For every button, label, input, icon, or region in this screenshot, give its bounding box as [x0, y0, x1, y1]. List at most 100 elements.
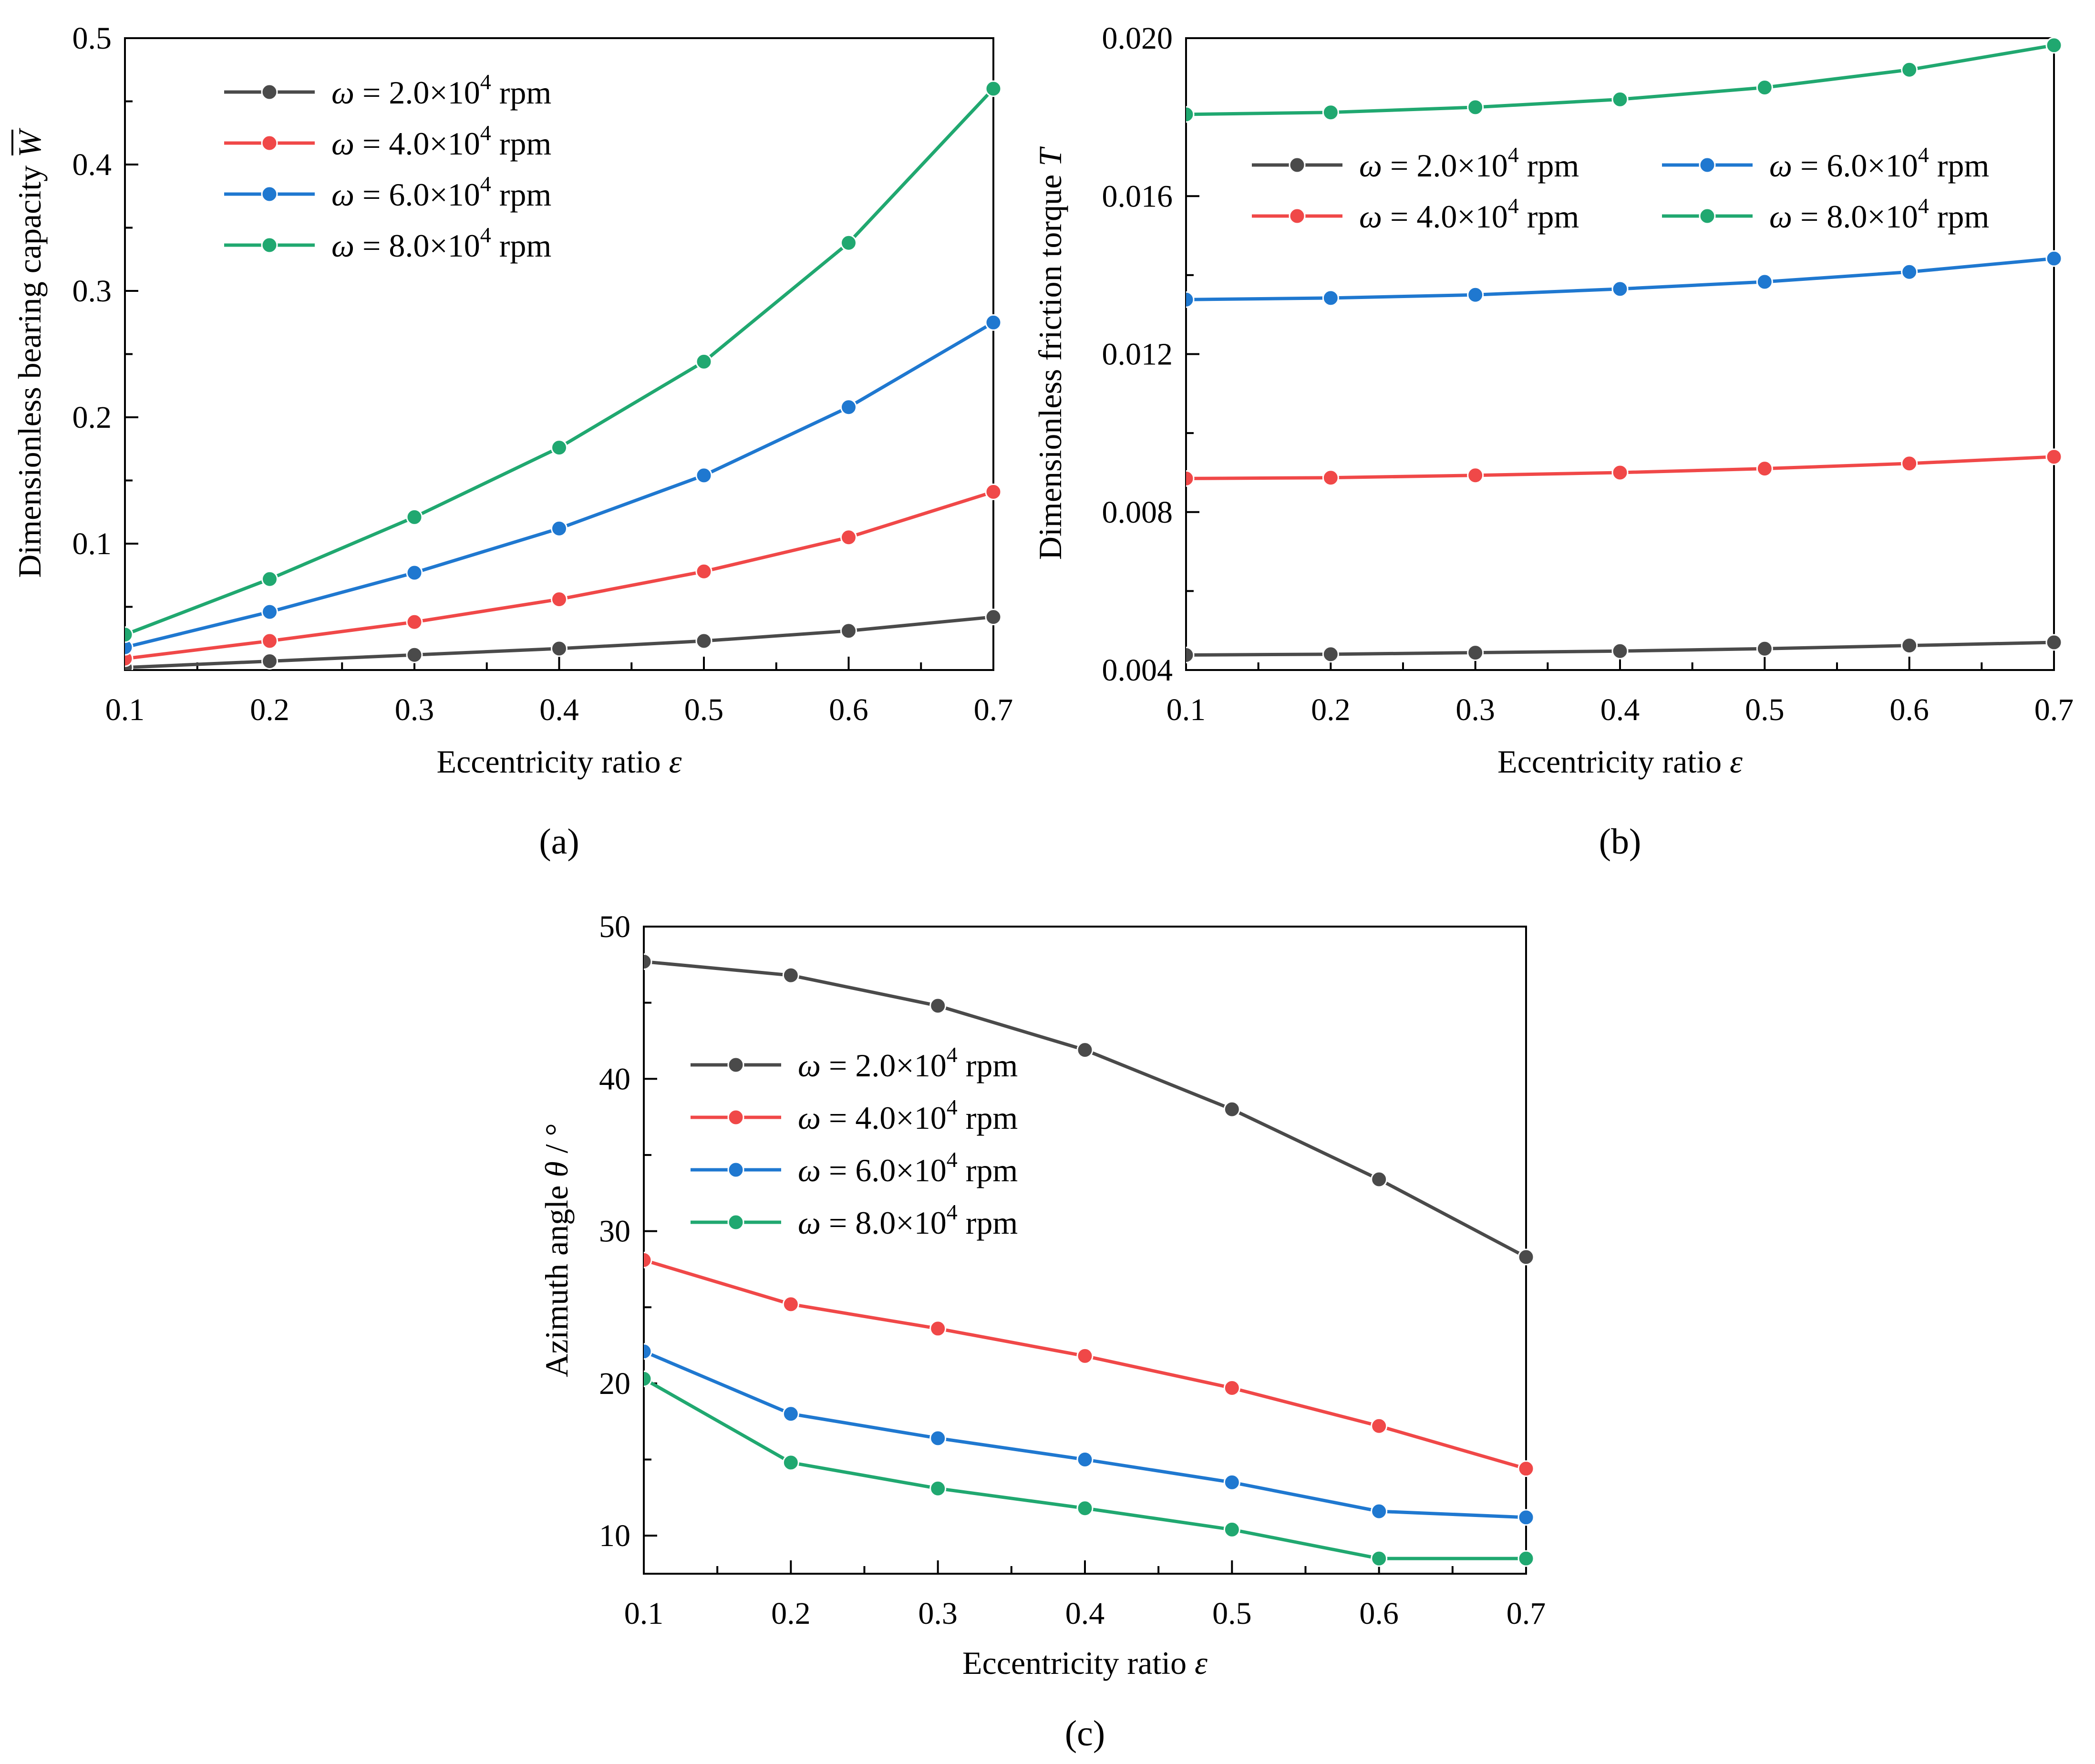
data-point	[1322, 289, 1339, 307]
data-point	[1186, 647, 1195, 664]
series-2	[125, 483, 1002, 667]
legend-entry-1: ω = 2.0×104 rpm	[691, 1042, 1018, 1083]
legend-entry-4: ω = 8.0×104 rpm	[224, 223, 551, 264]
legend-omega: ω	[1769, 198, 1792, 235]
data-point	[782, 1405, 799, 1423]
x-tick-label: 0.1	[105, 692, 145, 727]
data-point	[1756, 79, 1773, 96]
legend-marker	[1699, 207, 1716, 225]
y-tick-label: 0.008	[1102, 495, 1173, 530]
series-3	[644, 1343, 1535, 1526]
series-line-2	[125, 490, 994, 660]
legend-value: = 6.0×10	[821, 1152, 947, 1188]
y-tick-label: 20	[599, 1366, 630, 1401]
data-point	[1076, 1347, 1094, 1364]
series-1	[125, 609, 1002, 670]
data-point	[2045, 448, 2063, 465]
legend-omega: ω	[798, 1152, 821, 1188]
legend-exponent: 4	[480, 172, 491, 196]
legend-marker	[1289, 156, 1306, 174]
legend-exponent: 4	[480, 70, 491, 94]
panel-caption: (a)	[539, 822, 579, 862]
data-point	[125, 626, 134, 643]
y-tick-label: 0.012	[1102, 337, 1173, 372]
legend-value: = 2.0×10	[821, 1047, 947, 1083]
data-point	[551, 520, 568, 537]
legend-label: ω = 2.0×104 rpm	[1359, 143, 1579, 184]
legend-label: ω = 4.0×104 rpm	[798, 1095, 1018, 1136]
y-tick-label: 0.1	[72, 526, 112, 561]
y-tick-label: 10	[599, 1518, 630, 1553]
legend-label: ω = 2.0×104 rpm	[331, 70, 551, 111]
data-point	[1371, 1550, 1388, 1567]
data-point	[1076, 1042, 1094, 1059]
data-point	[1467, 467, 1484, 484]
x-tick-label: 0.6	[829, 692, 868, 727]
legend-exponent: 4	[480, 121, 491, 145]
series-line-4	[644, 1377, 1526, 1560]
data-point	[1322, 469, 1339, 486]
x-tick-label: 0.5	[684, 692, 724, 727]
legend-entry-2: ω = 4.0×104 rpm	[224, 121, 551, 162]
legend-value: = 8.0×10	[821, 1205, 947, 1241]
x-axis-label-text: Eccentricity ratio	[437, 743, 669, 780]
data-point	[1322, 646, 1339, 663]
data-point	[2045, 634, 2063, 651]
legend-value: = 4.0×10	[821, 1100, 947, 1136]
y-tick-label: 0.4	[72, 147, 112, 182]
data-point	[2045, 37, 2063, 54]
data-point	[985, 483, 1002, 500]
panel-a-chart: 0.1 0.2 0.3 0.4 0.5 0.6 0.70.10.20.30.40.5Ecce…	[11, 21, 1013, 862]
x-tick-label: 0.5	[1745, 692, 1785, 727]
legend-marker	[727, 1214, 744, 1231]
y-axis-label: Dimensionless bearing capacity W	[11, 128, 48, 578]
y-tick-label: 0.004	[1102, 653, 1173, 688]
data-point	[2045, 250, 2063, 267]
data-point	[929, 997, 947, 1014]
series-line-3	[644, 1350, 1527, 1519]
legend-label: ω = 8.0×104 rpm	[331, 223, 551, 264]
data-point	[406, 613, 423, 630]
data-point	[551, 591, 568, 608]
y-axis-label: Dimensionless friction torque T	[1032, 146, 1068, 560]
data-point	[1517, 1460, 1535, 1477]
series-2	[644, 1251, 1535, 1477]
x-axis-label-symbol: ε	[1730, 743, 1743, 780]
panel-caption: (c)	[1065, 1713, 1105, 1754]
legend-unit: rpm	[958, 1152, 1018, 1188]
x-axis-label-text: Eccentricity ratio	[1497, 743, 1730, 780]
y-axis-label-symbol: T	[1032, 146, 1068, 166]
data-point	[840, 399, 857, 416]
data-point	[985, 609, 1002, 626]
y-tick-label: 0.020	[1102, 21, 1173, 56]
data-point	[1467, 286, 1484, 303]
legend-marker	[727, 1109, 744, 1126]
legend-omega: ω	[331, 125, 354, 162]
data-point	[1517, 1509, 1535, 1526]
y-tick-label: 0.016	[1102, 179, 1173, 214]
data-point	[1223, 1521, 1240, 1538]
legend-omega: ω	[1359, 198, 1382, 235]
data-point	[261, 632, 278, 650]
y-axis-label: Azimuth angle θ / °	[538, 1123, 575, 1377]
y-tick-label: 0.2	[72, 400, 112, 435]
legend-label: ω = 6.0×104 rpm	[798, 1147, 1018, 1188]
legend-value: = 8.0×10	[1792, 198, 1918, 235]
legend-omega: ω	[798, 1047, 821, 1083]
data-point	[1223, 1101, 1240, 1118]
y-tick-label: 30	[599, 1214, 630, 1249]
series-1	[1186, 634, 2063, 664]
legend-unit: rpm	[1519, 147, 1579, 184]
legend-omega: ω	[1769, 147, 1792, 184]
legend-label: ω = 2.0×104 rpm	[798, 1042, 1018, 1083]
data-point	[840, 622, 857, 640]
x-tick-label: 0.3	[395, 692, 434, 727]
series-1	[644, 953, 1535, 1266]
y-tick-label: 40	[599, 1062, 630, 1096]
legend-unit: rpm	[958, 1205, 1018, 1241]
data-point	[695, 563, 712, 580]
legend-value: = 8.0×10	[354, 227, 480, 264]
legend-entry-3: ω = 6.0×104 rpm	[224, 172, 551, 213]
legend-unit: rpm	[491, 125, 552, 162]
data-point	[1223, 1379, 1240, 1396]
